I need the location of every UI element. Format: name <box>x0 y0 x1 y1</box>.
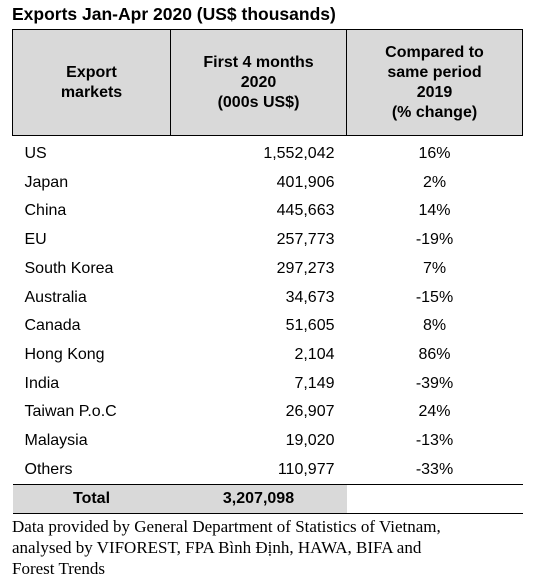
table-row: China 445,663 14% <box>13 197 523 226</box>
change-cell: -19% <box>415 231 454 249</box>
value-cell: 257,773 <box>276 231 335 249</box>
header-line: 2019 <box>416 83 453 101</box>
market-cell: China <box>24 202 67 220</box>
value-cell: 7,149 <box>294 374 335 392</box>
table-row: US 1,552,042 16% <box>13 136 523 169</box>
change-cell: 8% <box>422 317 447 335</box>
value-cell: 1,552,042 <box>263 145 335 162</box>
table-row: India 7,149 -39% <box>13 370 523 399</box>
table-title: Exports Jan-Apr 2020 (US$ thousands) <box>12 4 336 24</box>
header-line: (000s US$) <box>217 93 300 111</box>
market-cell: Others <box>24 460 73 478</box>
value-cell: 51,605 <box>285 317 335 335</box>
market-cell: Australia <box>24 288 87 306</box>
table-row: Hong Kong 2,104 86% <box>13 341 523 370</box>
market-cell: Hong Kong <box>24 345 105 363</box>
market-cell: EU <box>24 231 47 249</box>
value-cell: 26,907 <box>285 403 335 421</box>
table-row: EU 257,773 -19% <box>13 226 523 255</box>
total-row: Total 3,207,098 <box>12 484 523 515</box>
exports-table: Export markets First 4 months 2020 (000s… <box>12 29 523 515</box>
header-row: Export markets First 4 months 2020 (000s… <box>12 29 523 136</box>
change-cell: 86% <box>418 345 451 363</box>
header-line: 2020 <box>240 73 277 91</box>
market-cell: India <box>24 374 60 392</box>
market-cell: South Korea <box>24 259 114 277</box>
source-line: Data provided by General Department of S… <box>12 517 441 536</box>
value-cell: 19,020 <box>285 432 335 450</box>
header-line: same period <box>387 63 482 81</box>
change-cell: -13% <box>415 432 454 450</box>
value-cell: 110,977 <box>277 460 335 478</box>
header-line: (% change) <box>391 103 478 121</box>
header-line: Export <box>66 63 117 81</box>
table-row: South Korea 297,273 7% <box>13 255 523 284</box>
change-cell: 24% <box>418 403 451 421</box>
source-line: analysed by VIFOREST, FPA Bình Định, HAW… <box>12 538 422 557</box>
total-change-empty <box>346 484 523 515</box>
total-label: Total <box>12 484 171 515</box>
table-row: Taiwan P.o.C 26,907 24% <box>13 398 523 427</box>
table-row: Malaysia 19,020 -13% <box>13 427 523 456</box>
market-cell: Malaysia <box>24 432 88 450</box>
market-cell: Canada <box>24 317 81 335</box>
value-cell: 2,104 <box>294 345 335 363</box>
change-cell: 16% <box>418 145 451 162</box>
total-value: 3,207,098 <box>170 484 347 515</box>
table-row: Canada 51,605 8% <box>13 312 523 341</box>
value-cell: 34,673 <box>285 288 335 306</box>
source-line: Forest Trends <box>12 559 106 578</box>
change-cell: -33% <box>415 460 454 478</box>
header-compared: Compared to same period 2019 (% change) <box>346 29 523 136</box>
header-export-markets: Export markets <box>12 29 171 136</box>
change-cell: 14% <box>418 202 451 220</box>
value-cell: 445,663 <box>276 202 335 220</box>
header-line: Compared to <box>385 43 484 61</box>
header-first-4-months: First 4 months 2020 (000s US$) <box>170 29 347 136</box>
market-cell: Japan <box>24 173 69 191</box>
change-cell: -39% <box>415 374 454 392</box>
table-row: Others 110,977 -33% <box>13 456 523 485</box>
value-cell: 401,906 <box>276 173 335 191</box>
market-cell: Taiwan P.o.C <box>24 403 117 421</box>
market-cell: US <box>24 145 47 162</box>
header-line: markets <box>60 83 123 101</box>
header-line: First 4 months <box>203 53 314 71</box>
change-cell: 7% <box>422 259 447 277</box>
change-cell: 2% <box>422 173 447 191</box>
table-row: Japan 401,906 2% <box>13 169 523 198</box>
source-note: Data provided by General Department of S… <box>12 516 540 579</box>
table-row: Australia 34,673 -15% <box>13 284 523 313</box>
value-cell: 297,273 <box>276 259 335 277</box>
change-cell: -15% <box>415 288 454 306</box>
